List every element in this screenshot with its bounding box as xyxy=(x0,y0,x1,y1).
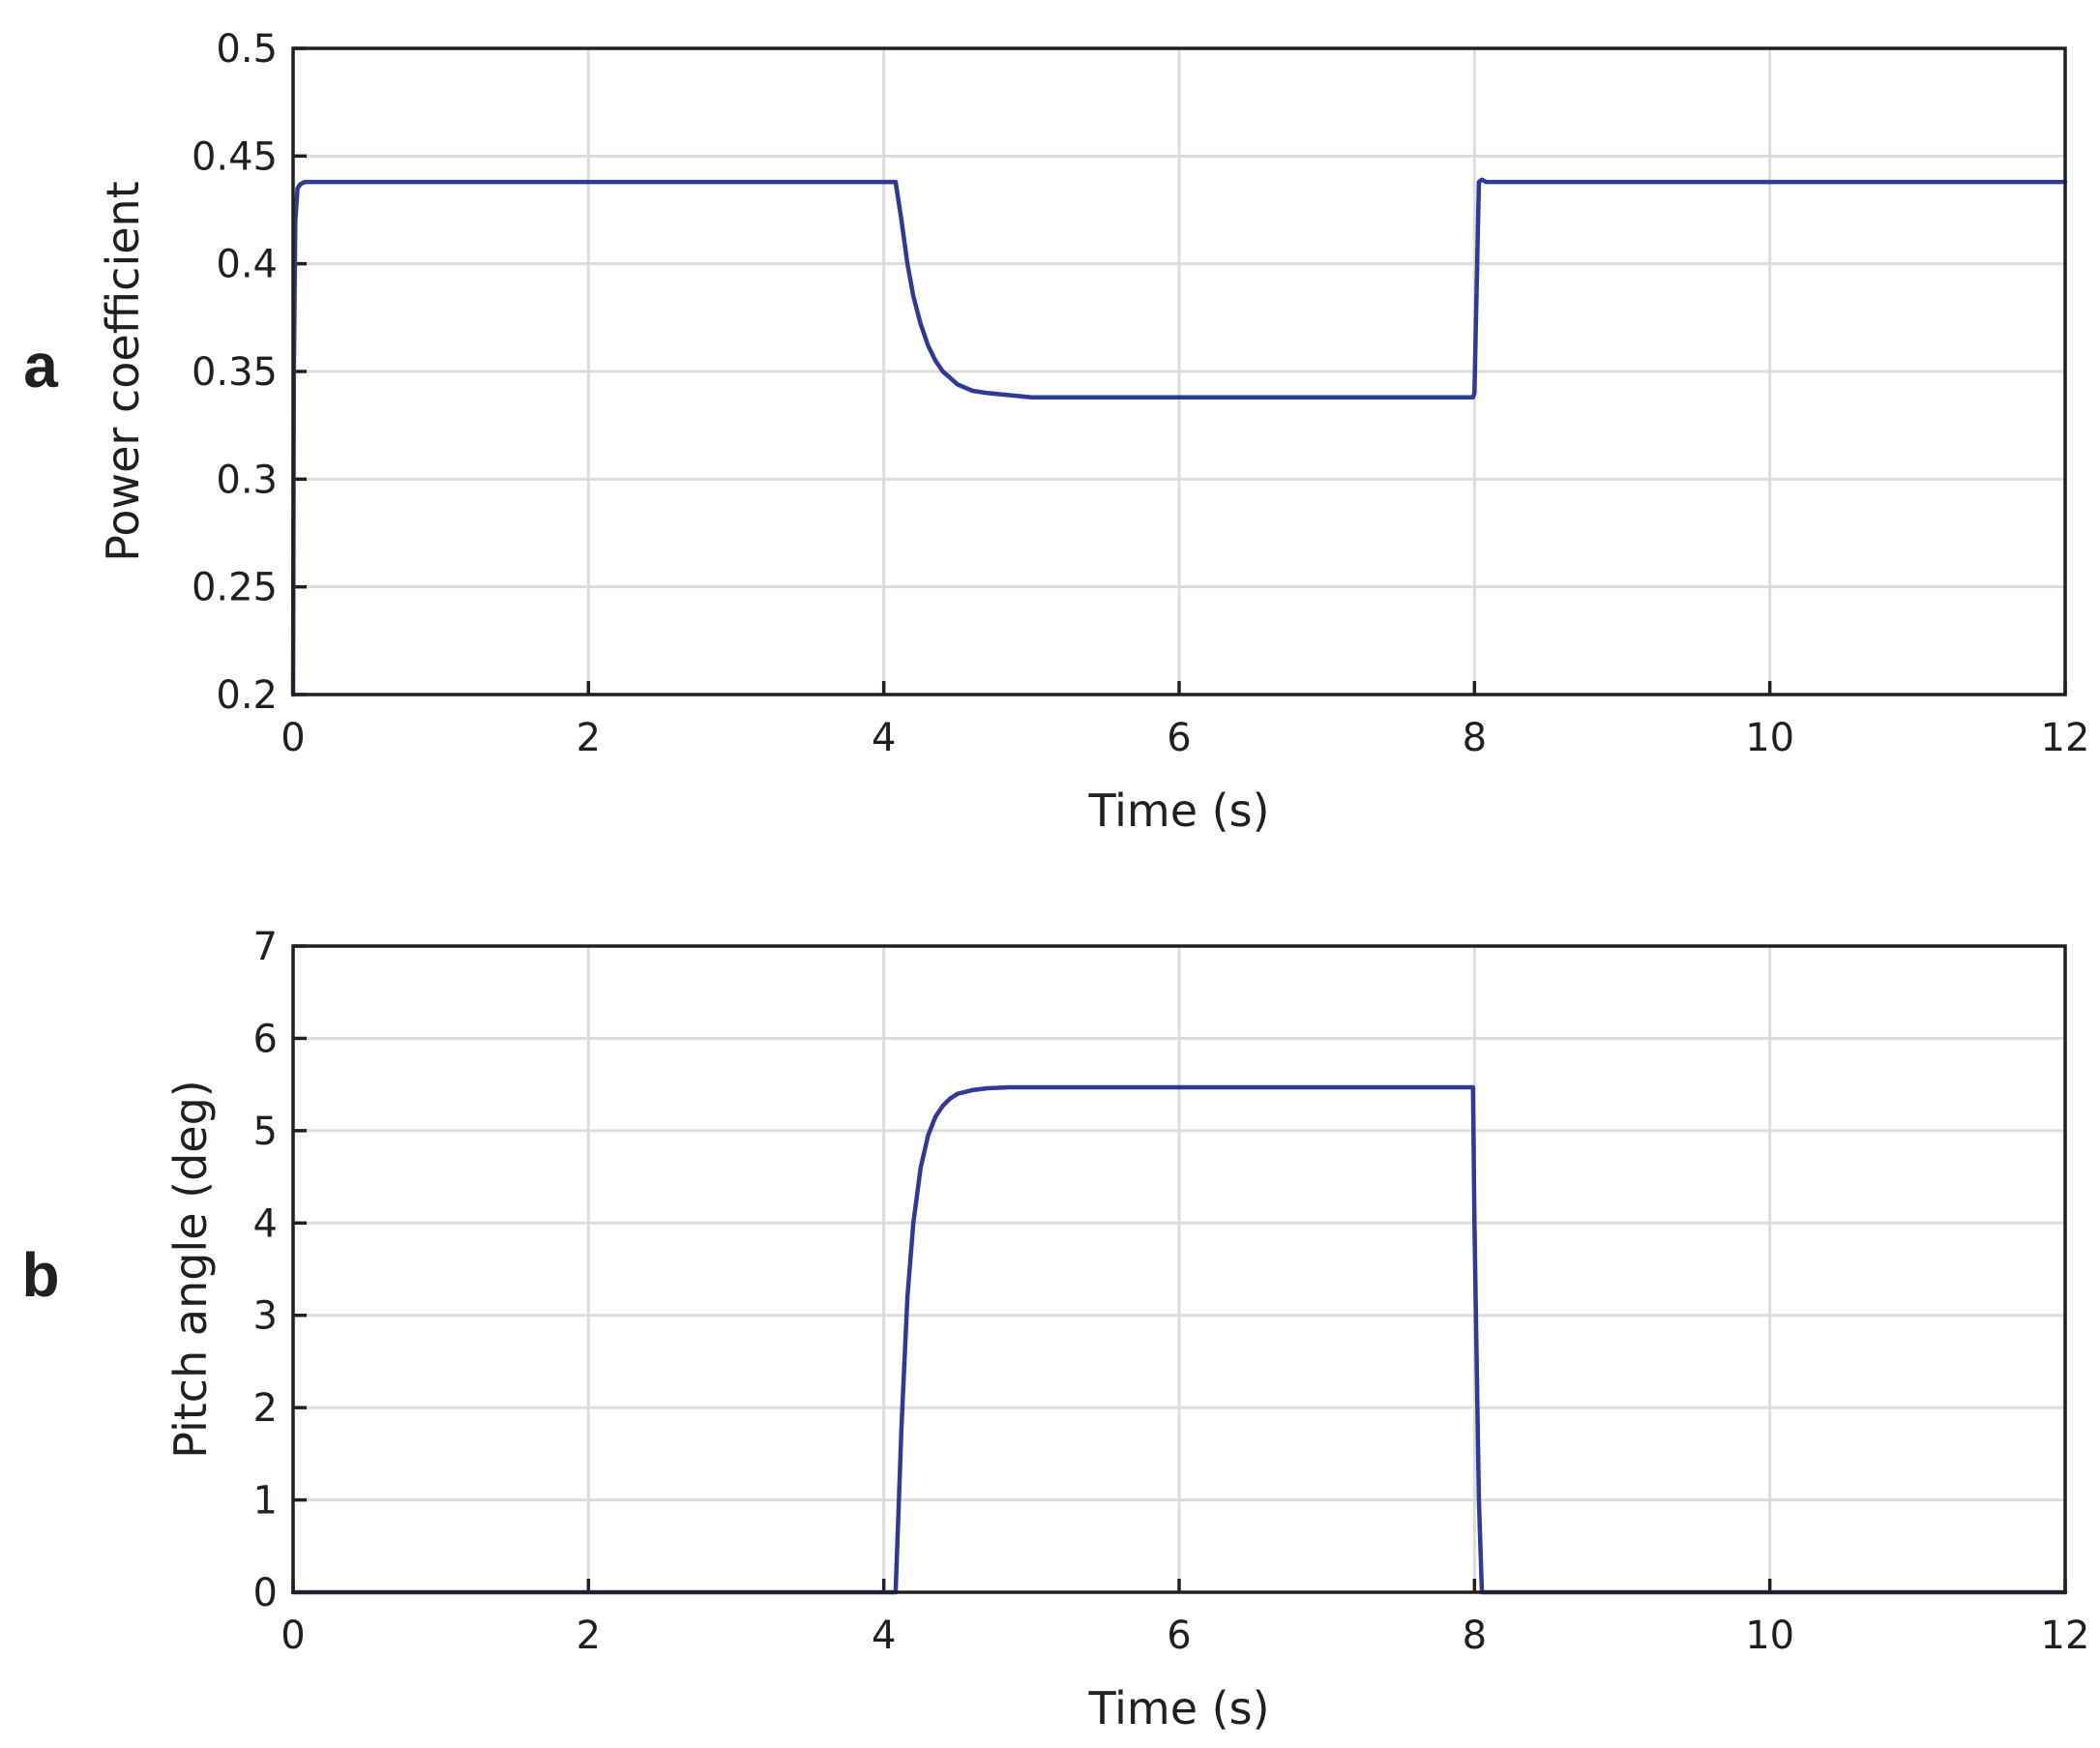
panel-a-x-axis-label: Time (s) xyxy=(1087,785,1269,837)
panel-a-y-tick-label: 0.2 xyxy=(216,673,278,718)
panel-b-x-tick-label: 6 xyxy=(1167,1614,1191,1658)
panel-b-letter: b xyxy=(21,1240,59,1310)
panel-a-x-tick-label: 10 xyxy=(1745,716,1794,760)
panel-b-y-tick-label: 0 xyxy=(253,1571,278,1615)
panel-a-y-tick-label: 0.4 xyxy=(216,243,278,287)
panel-a-x-tick-label: 2 xyxy=(577,716,601,760)
panel-b-x-tick-label: 2 xyxy=(577,1614,601,1658)
panel-b-x-tick-label: 12 xyxy=(2041,1614,2090,1658)
panel-a-series-line xyxy=(290,177,2068,697)
panel-b-x-tick-label: 4 xyxy=(872,1614,896,1658)
panel-a-chart: a 0 2 4 6 8 10 12 0.2 0.25 0.3 0.35 0.4 0.45 0.5 Time… xyxy=(23,27,2089,837)
panel-b-y-tick-label: 2 xyxy=(253,1386,278,1431)
panel-b-y-tick-label: 3 xyxy=(253,1294,278,1339)
panel-a-x-tick-label: 4 xyxy=(872,716,896,760)
panel-b-y-tick-label: 1 xyxy=(253,1479,278,1524)
panel-a-y-tick-label: 0.45 xyxy=(192,134,278,179)
panel-a-y-tick-label: 0.35 xyxy=(192,350,278,395)
panel-b-y-tick-label: 4 xyxy=(253,1201,278,1246)
panel-a-tick-labels: 0 2 4 6 8 10 12 0.2 0.25 0.3 0.35 0.4 0.45 0.5 xyxy=(192,27,2090,760)
panel-a-grid xyxy=(293,48,2065,695)
panel-a-x-tick-label: 12 xyxy=(2041,716,2090,760)
panel-b-y-tick-label: 6 xyxy=(253,1017,278,1061)
panel-a-axes-frame xyxy=(291,46,2067,696)
panel-a-x-tick-label: 8 xyxy=(1463,716,1487,760)
panel-a-letter: a xyxy=(23,331,58,400)
panel-a-y-tick-label: 0.5 xyxy=(216,27,278,72)
panel-a-y-axis-label: Power coefficient xyxy=(97,181,149,561)
panel-b-x-axis-label: Time (s) xyxy=(1087,1682,1269,1734)
panel-b-grid xyxy=(293,946,2065,1592)
panel-b-y-tick-label: 5 xyxy=(253,1110,278,1154)
panel-b-y-tick-label: 7 xyxy=(253,925,278,969)
panel-a-x-tick-label: 6 xyxy=(1167,716,1191,760)
panel-a-y-tick-label: 0.25 xyxy=(192,566,278,610)
panel-a-y-tick-label: 0.3 xyxy=(216,458,278,502)
panel-b-x-tick-label: 0 xyxy=(281,1614,305,1658)
panel-a-series xyxy=(290,177,2068,697)
panel-b-axes-frame xyxy=(291,944,2067,1594)
panel-b-y-axis-label: Pitch angle (deg) xyxy=(164,1080,217,1458)
panel-b-x-tick-label: 10 xyxy=(1745,1614,1794,1658)
panel-b-x-tick-label: 8 xyxy=(1463,1614,1487,1658)
panel-a-x-tick-label: 0 xyxy=(281,716,305,760)
